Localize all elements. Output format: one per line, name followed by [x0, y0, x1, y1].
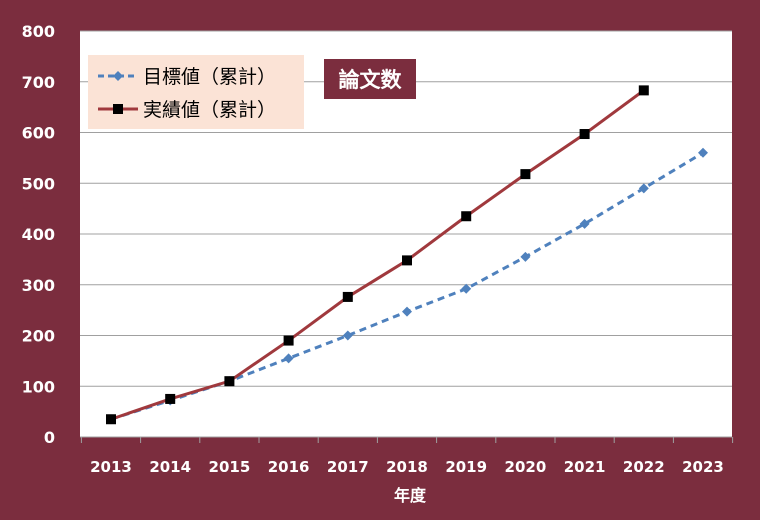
legend-entry: 実績値（累計）	[98, 99, 276, 121]
x-tick-label: 2022	[623, 458, 665, 476]
data-point	[342, 291, 353, 302]
x-tick-label: 2013	[90, 458, 132, 476]
x-tick-label: 2017	[327, 458, 369, 476]
data-point	[638, 85, 649, 96]
series-actual	[106, 85, 649, 425]
legend-box	[88, 55, 304, 129]
y-tick-label: 500	[22, 174, 55, 193]
data-point	[224, 376, 235, 387]
chart-title-background	[324, 59, 416, 99]
x-tick-label: 2019	[445, 458, 487, 476]
legend-label: 実績値（累計）	[143, 99, 276, 121]
chart-title: 論文数	[339, 68, 403, 92]
x-tick-label: 2015	[209, 458, 251, 476]
chart-title-badge: 論文数	[324, 59, 416, 99]
legend-swatch-marker	[113, 71, 123, 81]
y-tick-label: 0	[44, 428, 55, 447]
x-tick-label: 2016	[268, 458, 310, 476]
x-tick-label: 2014	[149, 458, 191, 476]
y-tick-label: 300	[22, 276, 55, 295]
data-point	[283, 353, 294, 364]
y-tick-label: 400	[22, 225, 55, 244]
data-point	[402, 306, 412, 317]
data-point	[165, 393, 176, 404]
data-point	[402, 255, 412, 266]
y-tick-label: 700	[22, 73, 55, 92]
data-point	[579, 218, 590, 229]
y-tick-label: 200	[22, 327, 55, 346]
x-tick-label: 2023	[682, 458, 724, 476]
legend-swatch-marker	[113, 104, 123, 114]
legend-entry: 目標値（累計）	[98, 66, 276, 88]
data-point	[698, 147, 708, 158]
legend-entries: 目標値（累計） 実績値（累計）	[98, 66, 276, 121]
x-tick-labels: 2013 2014 2015 2016 2017 2018 2019 2020 2021 2022…	[90, 458, 724, 476]
x-axis-label: 年度	[394, 486, 427, 505]
data-series	[106, 85, 708, 425]
data-point	[461, 211, 472, 222]
data-point	[461, 283, 472, 294]
x-tick-label: 2020	[505, 458, 547, 476]
x-tick-label: 2021	[564, 458, 606, 476]
y-tick-label: 800	[22, 22, 55, 41]
y-tick-labels: 0 100 200 300 400 500 600 700 800	[22, 22, 55, 447]
data-point	[579, 129, 590, 140]
data-point	[283, 335, 294, 346]
data-point	[638, 183, 649, 194]
x-tick-label: 2018	[386, 458, 428, 476]
y-tick-label: 600	[22, 124, 55, 143]
data-point	[342, 330, 353, 341]
legend-label: 目標値（累計）	[143, 66, 276, 88]
data-point	[520, 251, 531, 262]
data-point	[520, 169, 531, 180]
y-tick-label: 100	[22, 377, 55, 396]
legend: 目標値（累計） 実績値（累計）	[88, 55, 304, 129]
data-point	[106, 414, 116, 425]
series-line	[110, 89, 645, 421]
